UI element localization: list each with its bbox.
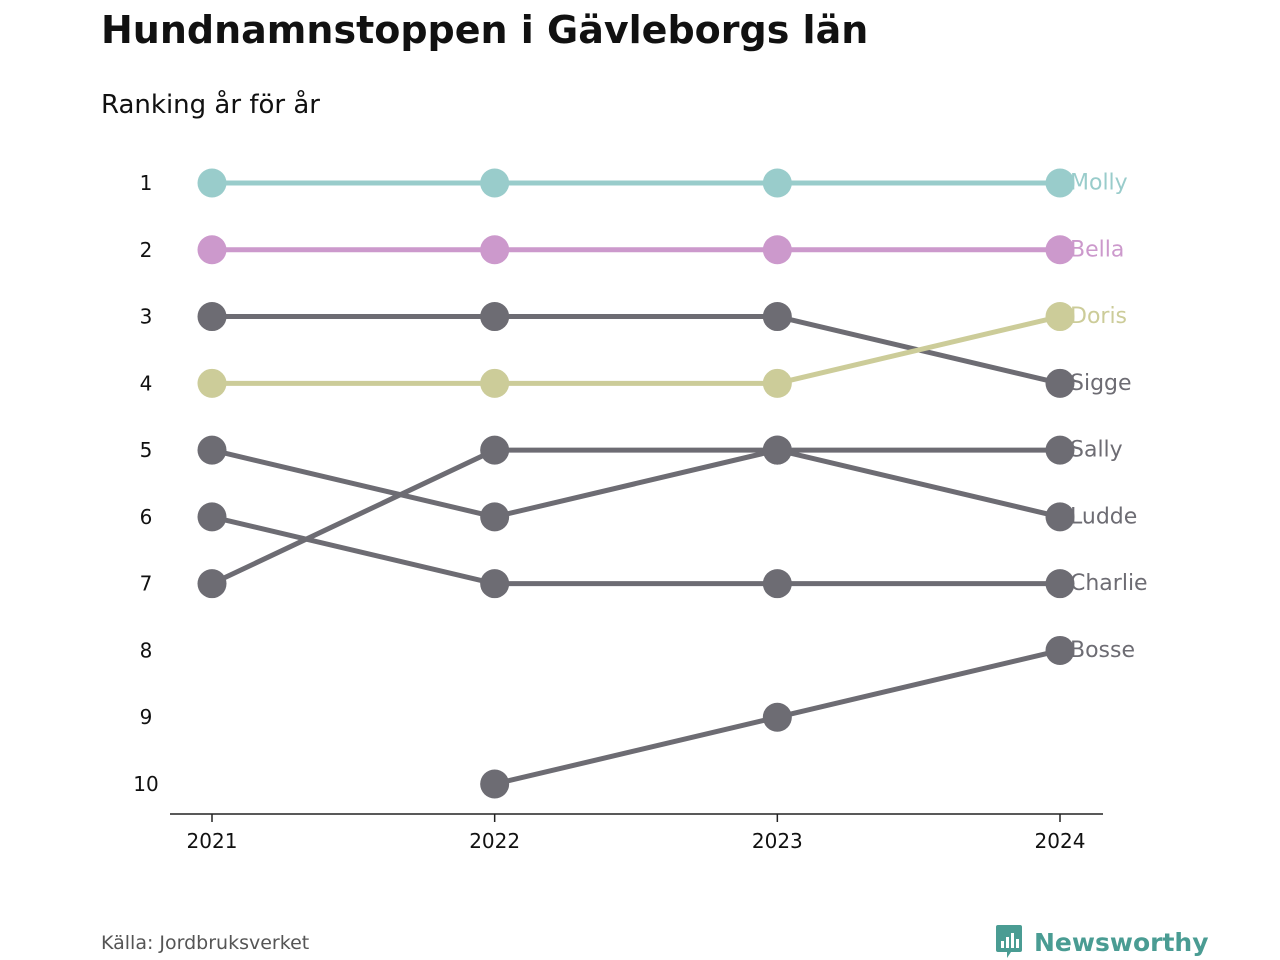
x-tick-label: 2023 [752, 829, 803, 853]
source-note: Källa: Jordbruksverket [101, 932, 310, 954]
series-point-sigge [197, 302, 227, 332]
series-point-sally [480, 435, 510, 465]
x-tick-label: 2021 [187, 829, 238, 853]
series-point-molly [1045, 168, 1075, 198]
chart-title: Hundnamnstoppen i Gävleborgs län [101, 8, 869, 52]
series-point-bella [1045, 235, 1075, 265]
series-point-doris [197, 368, 227, 398]
y-axis-ticks: 1 2 3 4 5 6 7 8 9 10 [133, 171, 158, 796]
y-tick-label: 8 [140, 638, 153, 662]
series-point-sigge [762, 302, 792, 332]
series-point-charlie [762, 569, 792, 599]
series-point-sigge [1045, 368, 1075, 398]
chart-subtitle: Ranking år för år [101, 90, 320, 120]
series-label-ludde: Ludde [1070, 504, 1137, 529]
y-tick-label: 3 [140, 305, 153, 329]
series-line-sigge [209, 314, 1063, 386]
brand-logo: Newsworthy [994, 924, 1209, 960]
series-label-bosse: Bosse [1070, 638, 1135, 663]
series-point-doris [480, 368, 510, 398]
series-point-molly [197, 168, 227, 198]
series-point-molly [762, 168, 792, 198]
series-point-sally [197, 569, 227, 599]
series-label-molly: Molly [1070, 171, 1128, 196]
x-axis: 2021 2022 2023 2024 [170, 813, 1103, 853]
series-point-sally [1045, 435, 1075, 465]
series-point-bella [480, 235, 510, 265]
series-point-doris [1045, 302, 1075, 332]
series-point-bella [197, 235, 227, 265]
y-tick-label: 6 [140, 505, 153, 529]
brand-name: Newsworthy [1034, 927, 1209, 957]
y-tick-label: 1 [140, 171, 153, 195]
series-point-ludde [480, 502, 510, 532]
series-point-doris [762, 368, 792, 398]
series-point-bosse [762, 702, 792, 732]
series-line-ludde [209, 447, 1063, 520]
y-tick-label: 7 [140, 572, 153, 596]
series-point-charlie [1045, 569, 1075, 599]
series-line-charlie [209, 514, 1063, 587]
series-point-charlie [480, 569, 510, 599]
series-label-doris: Doris [1070, 304, 1127, 329]
series-point-bella [762, 235, 792, 265]
series-point-bosse [1045, 635, 1075, 665]
x-tick-label: 2024 [1035, 829, 1086, 853]
y-tick-label: 5 [140, 438, 153, 462]
series-label-charlie: Charlie [1070, 571, 1148, 596]
series-point-charlie [197, 502, 227, 532]
y-tick-label: 4 [140, 371, 153, 395]
x-tick-label: 2022 [469, 829, 520, 853]
series-end-labels: Sigge Sally Ludde Charlie Bosse Molly Bella Dor… [1070, 171, 1148, 663]
y-tick-label: 9 [140, 705, 153, 729]
y-tick-label: 2 [140, 238, 153, 262]
series-label-sally: Sally [1070, 438, 1123, 463]
series-point-bosse [480, 769, 510, 799]
newsworthy-logo-icon [996, 925, 1022, 958]
series-point-ludde [762, 435, 792, 465]
series-label-bella: Bella [1070, 237, 1124, 262]
series-point-ludde [197, 435, 227, 465]
series-line-sally [209, 447, 1063, 587]
y-tick-label: 10 [133, 772, 158, 796]
series-point-sigge [480, 302, 510, 332]
series-points [197, 168, 1075, 799]
series-point-molly [480, 168, 510, 198]
series-label-sigge: Sigge [1070, 371, 1132, 396]
series-lines [209, 180, 1063, 787]
series-point-ludde [1045, 502, 1075, 532]
series-line-doris [209, 314, 1063, 386]
